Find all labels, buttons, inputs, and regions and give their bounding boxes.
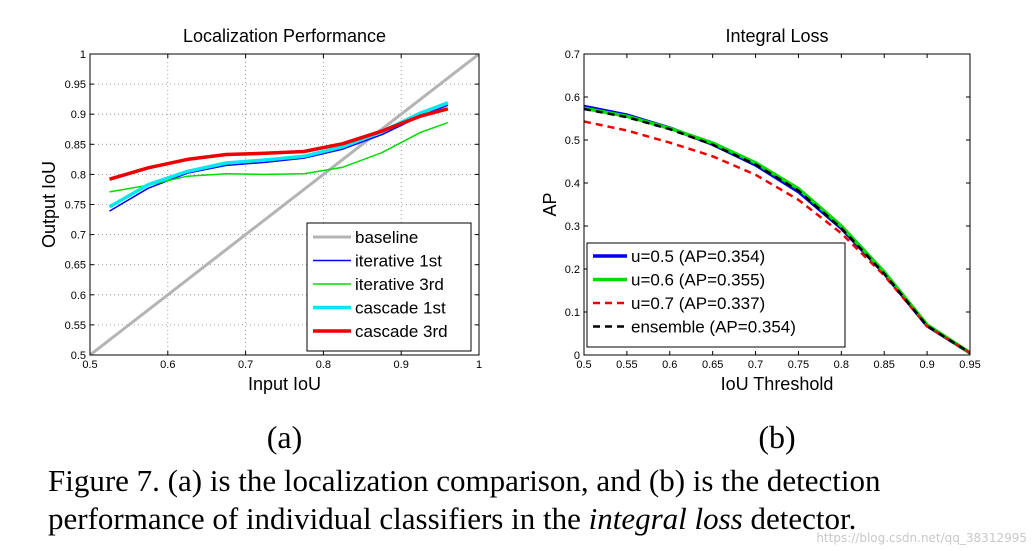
series-line-ensemble-ap-0-354- bbox=[584, 107, 970, 354]
y-tick-label: 0.5 bbox=[565, 135, 580, 147]
series-line-baseline bbox=[90, 54, 479, 355]
legend-label: u=0.6 (AP=0.355) bbox=[631, 271, 765, 290]
x-axis-label: Input IoU bbox=[248, 374, 321, 394]
y-tick-label: 0.5 bbox=[71, 350, 86, 362]
legend-label: cascade 1st bbox=[355, 299, 446, 318]
legend-label: iterative 3rd bbox=[355, 275, 444, 294]
caption-line-1: Figure 7. (a) is the localization compar… bbox=[48, 463, 881, 498]
figure: 0.5 0.6 0.7 0.8 0.9 1 0.5 0.55 0.6 0.65 0.7 0.75 0.8… bbox=[39, 26, 981, 455]
chart-title: Localization Performance bbox=[183, 26, 386, 46]
panel-label: (a) bbox=[267, 419, 303, 455]
legend-label: baseline bbox=[355, 228, 418, 247]
y-tick-label: 0.2 bbox=[565, 264, 580, 276]
y-tick-label: 0.6 bbox=[71, 290, 86, 302]
y-tick-label: 0.8 bbox=[71, 169, 86, 181]
chart-title: Integral Loss bbox=[725, 26, 828, 46]
x-tick-label: 0.8 bbox=[316, 359, 331, 371]
y-tick-label: 0.1 bbox=[565, 307, 580, 319]
legend-label: u=0.7 (AP=0.337) bbox=[631, 294, 765, 313]
y-axis-label: Output IoU bbox=[39, 161, 59, 248]
y-tick-label: 0 bbox=[574, 350, 580, 362]
legend-label: cascade 3rd bbox=[355, 322, 448, 341]
y-tick-label: 0.3 bbox=[565, 221, 580, 233]
y-tick-label: 0.85 bbox=[65, 139, 86, 151]
legend: u=0.5 (AP=0.354) u=0.6 (AP=0.355) u=0.7 (A… bbox=[586, 242, 846, 348]
legend-label: ensemble (AP=0.354) bbox=[631, 318, 796, 337]
x-tick-label: 0.6 bbox=[662, 359, 677, 371]
x-tick-label: 1 bbox=[476, 359, 482, 371]
x-tick-label: 0.6 bbox=[160, 359, 175, 371]
caption-line-2-start: performance of individual classifiers in… bbox=[48, 501, 589, 536]
y-tick-label: 0.55 bbox=[65, 320, 86, 332]
x-tick-label: 0.65 bbox=[702, 359, 723, 371]
x-tick-label: 0.5 bbox=[576, 359, 591, 371]
chart-panel-2: 0.5 0.55 0.6 0.65 0.7 0.75 0.8 0.85 0.9 0.95 0 0.1 0… bbox=[540, 26, 981, 455]
caption-line-2-end: detector. bbox=[742, 501, 857, 536]
legend-label: iterative 1st bbox=[355, 252, 442, 271]
x-tick-label: 0.7 bbox=[238, 359, 253, 371]
panel-label: (b) bbox=[758, 419, 795, 455]
x-tick-label: 0.75 bbox=[788, 359, 809, 371]
y-tick-label: 0.6 bbox=[565, 92, 580, 104]
y-tick-label: 0.65 bbox=[65, 260, 86, 272]
y-axis-label: AP bbox=[540, 192, 560, 216]
caption-italic-term: integral loss bbox=[588, 501, 743, 536]
y-tick-label: 0.95 bbox=[65, 79, 86, 91]
series-group bbox=[584, 104, 970, 355]
x-tick-label: 0.9 bbox=[394, 359, 409, 371]
chart-panel-1: 0.5 0.6 0.7 0.8 0.9 1 0.5 0.55 0.6 0.65 0.7 0.75 0.8… bbox=[39, 26, 482, 455]
caption-line-2: performance of individual classifiers in… bbox=[48, 500, 1028, 538]
y-tick-label: 0.75 bbox=[65, 200, 86, 212]
y-tick-label: 0.7 bbox=[565, 49, 580, 61]
y-tick-label: 0.9 bbox=[71, 109, 86, 121]
legend-label: u=0.5 (AP=0.354) bbox=[631, 247, 765, 266]
x-tick-label: 0.7 bbox=[748, 359, 763, 371]
legend-box bbox=[586, 242, 846, 348]
figure-caption: Figure 7. (a) is the localization compar… bbox=[48, 462, 1028, 538]
x-tick-label: 0.8 bbox=[834, 359, 849, 371]
x-tick-label: 0.5 bbox=[82, 359, 97, 371]
series-line-iterative-3rd bbox=[109, 121, 449, 193]
y-tick-label: 0.7 bbox=[71, 230, 86, 242]
y-tick-label: 1 bbox=[80, 49, 86, 61]
x-axis-label: IoU Threshold bbox=[721, 374, 834, 394]
x-tick-label: 0.85 bbox=[874, 359, 895, 371]
axes-frame bbox=[583, 53, 971, 356]
series-group bbox=[90, 54, 479, 355]
watermark: https://blog.csdn.net/qq_38312995 bbox=[816, 531, 1027, 545]
legend: baseline iterative 1st iterative 3rd cascad… bbox=[306, 222, 472, 352]
y-tick-label: 0.4 bbox=[565, 178, 580, 190]
x-tick-label: 0.95 bbox=[959, 359, 980, 371]
x-tick-label: 0.55 bbox=[616, 359, 637, 371]
x-tick-label: 0.9 bbox=[919, 359, 934, 371]
series-line-cascade-3rd bbox=[109, 107, 449, 181]
